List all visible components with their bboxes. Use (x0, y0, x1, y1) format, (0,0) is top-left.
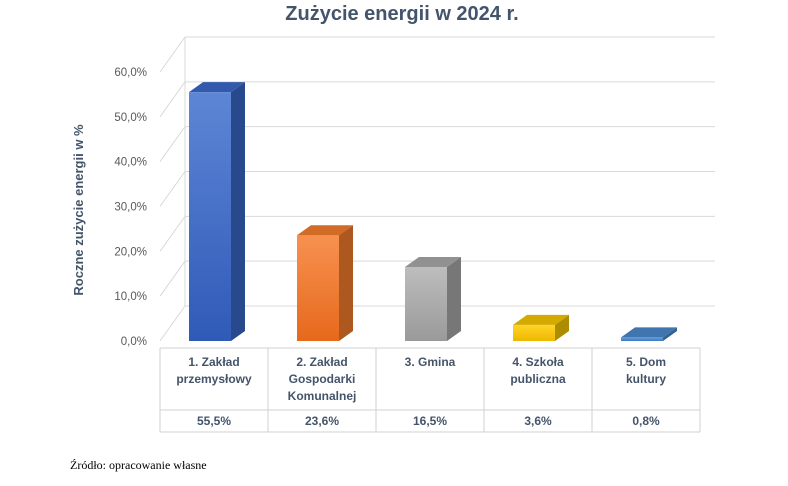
category-label: 3. Gmina (405, 355, 456, 369)
category-label: 1. Zakład przemysłowy (176, 355, 252, 386)
data-label: 3,6% (524, 414, 552, 428)
y-tick-label: 30,0% (114, 202, 147, 214)
category-label: 4. Szkoła publiczna (510, 355, 566, 386)
chart-title: Zużycie energii w 2024 r. (285, 3, 518, 25)
bar (405, 257, 461, 341)
bar (189, 82, 245, 342)
data-label: 16,5% (413, 414, 447, 428)
category-label: 2. Zakład Gospodarki Komunalnej (288, 355, 357, 403)
bar (621, 327, 677, 341)
y-tick-label: 40,0% (114, 157, 147, 169)
category-labels: 1. Zakład przemysłowy 2. Zakład Gospodarki K… (176, 355, 666, 403)
bars (189, 82, 677, 342)
y-tick-label: 20,0% (114, 246, 147, 258)
y-axis-label: Roczne zużycie energii w % (71, 124, 86, 296)
data-label: 55,5% (197, 414, 231, 428)
y-tick-label: 10,0% (114, 291, 147, 303)
y-tick-label: 50,0% (114, 112, 147, 124)
category-label: 5. Dom kultury (626, 355, 666, 386)
data-table (159, 347, 701, 433)
data-label: 0,8% (632, 414, 660, 428)
bar (513, 314, 569, 341)
y-tick-label: 0,0% (121, 336, 147, 348)
gridlines (159, 36, 715, 342)
y-tick-label: 60,0% (114, 67, 147, 79)
data-labels: 55,5% 23,6% 16,5% 3,6% 0,8% (197, 414, 660, 428)
bar (297, 225, 353, 341)
data-label: 23,6% (305, 414, 339, 428)
source-note: Źródło: opracowanie własne (70, 458, 207, 472)
y-axis: 0,0% 10,0% 20,0% 30,0% 40,0% 50,0% 60,0% (114, 67, 147, 348)
gridline (159, 36, 715, 73)
